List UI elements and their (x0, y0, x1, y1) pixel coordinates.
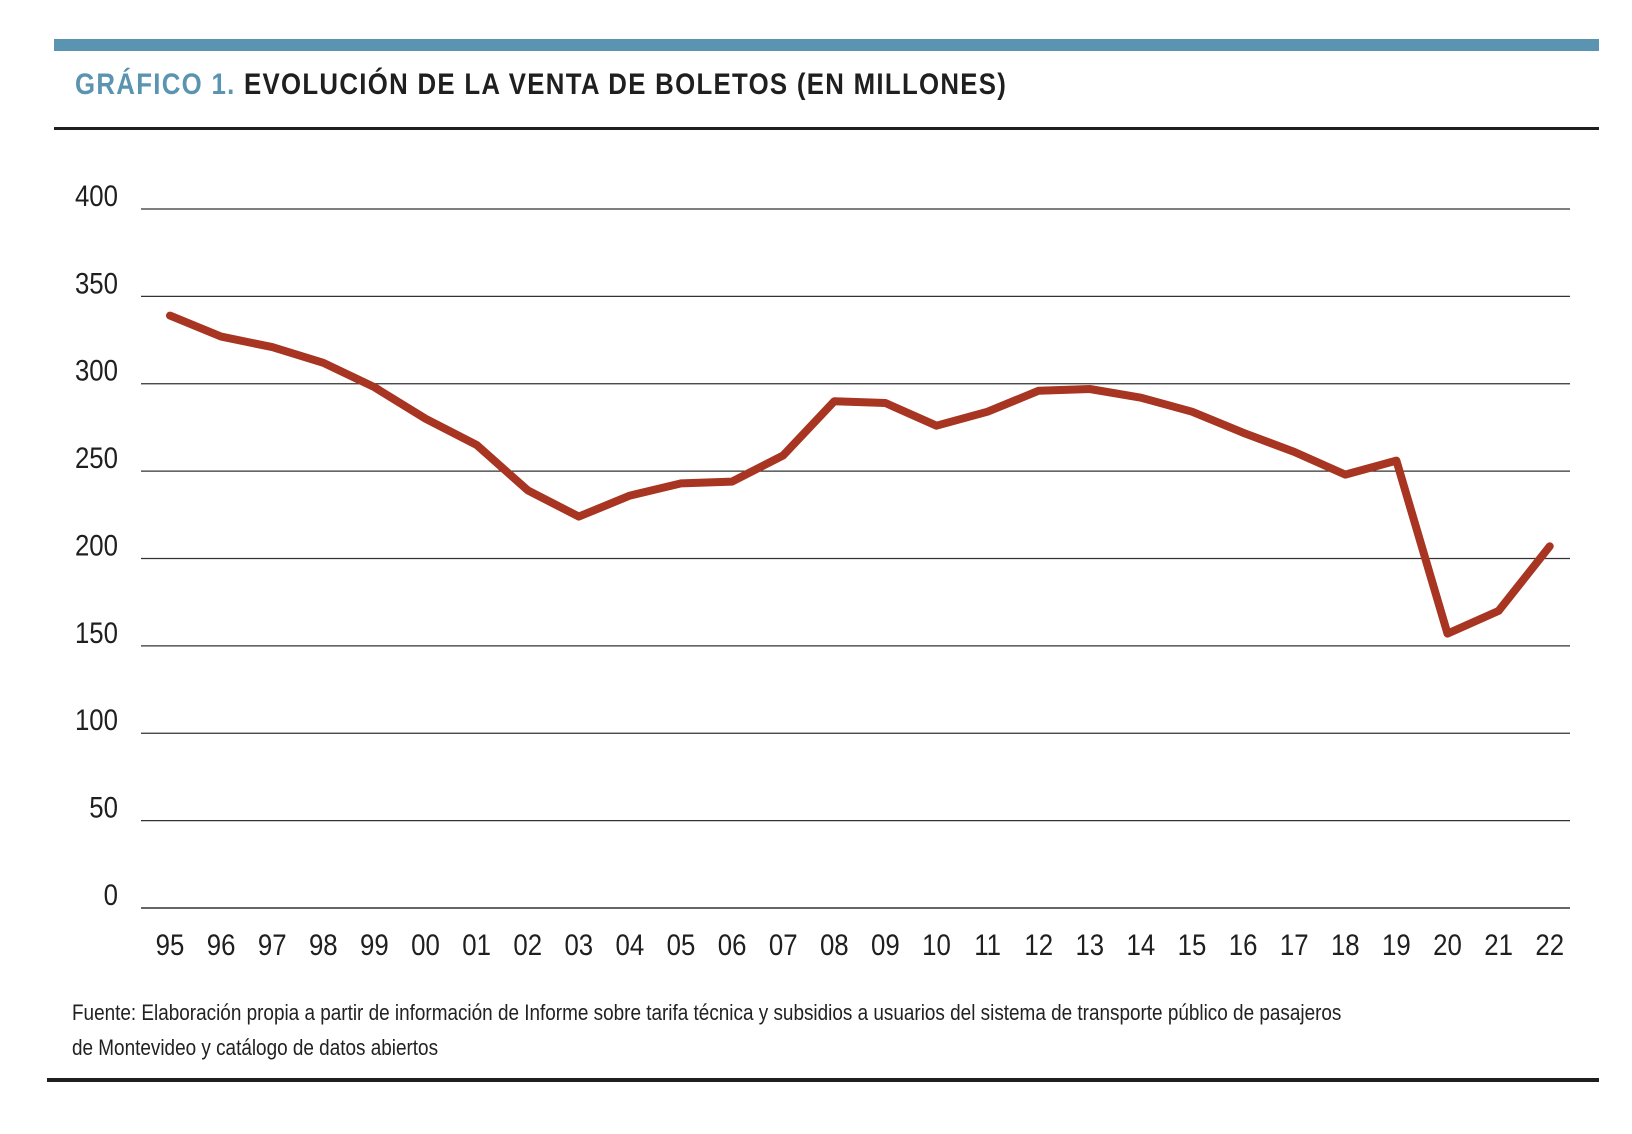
data-point (782, 454, 784, 456)
y-tick-label: 150 (75, 616, 118, 649)
x-tick-label: 17 (1280, 928, 1309, 961)
data-point (1038, 390, 1040, 392)
x-tick-label: 95 (156, 928, 185, 961)
data-point (731, 481, 733, 483)
data-point (527, 489, 529, 491)
x-tick-label: 99 (360, 928, 389, 961)
x-tick-label: 19 (1382, 928, 1411, 961)
bottom-divider (47, 1078, 1599, 1082)
x-tick-label: 05 (667, 928, 696, 961)
chart-title-main: EVOLUCIÓN DE LA VENTA DE BOLETOS (EN MIL… (244, 68, 1008, 101)
x-tick-label: 14 (1127, 928, 1156, 961)
x-tick-label: 04 (616, 928, 645, 961)
y-tick-label: 50 (89, 791, 118, 824)
x-tick-label: 22 (1535, 928, 1564, 961)
y-tick-label: 200 (75, 529, 118, 562)
data-point (1344, 474, 1346, 476)
x-tick-label: 08 (820, 928, 849, 961)
data-point (425, 418, 426, 420)
data-point (1140, 397, 1142, 399)
data-point (1549, 545, 1551, 547)
y-tick-label: 100 (75, 703, 118, 736)
x-tick-label: 13 (1075, 928, 1104, 961)
data-point (373, 386, 375, 388)
data-point (884, 402, 886, 404)
data-point (1447, 633, 1448, 635)
data-point (322, 362, 324, 364)
x-tick-label: 12 (1024, 928, 1053, 961)
data-point (680, 482, 682, 484)
x-tick-label: 20 (1433, 928, 1462, 961)
x-tick-label: 96 (207, 928, 236, 961)
source-line-1: Fuente: Elaboración propia a partir de i… (72, 1000, 1342, 1025)
x-tick-label: 06 (718, 928, 747, 961)
x-tick-label: 00 (411, 928, 440, 961)
data-point (169, 315, 171, 317)
x-tick-label: 02 (513, 928, 542, 961)
data-point (1191, 411, 1193, 413)
data-point (476, 444, 478, 446)
data-point (936, 425, 937, 427)
source-note: Fuente: Elaboración propia a partir de i… (72, 995, 1568, 1065)
x-tick-label: 21 (1484, 928, 1513, 961)
chart-title-prefix: GRÁFICO 1. (75, 68, 236, 101)
data-point (833, 400, 835, 402)
series-layer (166, 311, 1554, 638)
x-tick-label: 16 (1229, 928, 1258, 961)
data-point (1293, 451, 1295, 453)
gridlines (141, 208, 1570, 909)
data-point (1242, 432, 1244, 434)
data-point (578, 516, 580, 518)
x-tick-label: 09 (871, 928, 900, 961)
x-tick-label: 10 (922, 928, 951, 961)
chart-title: GRÁFICO 1. EVOLUCIÓN DE LA VENTA DE BOLE… (75, 68, 1007, 102)
source-line-2: de Montevideo y catálogo de datos abiert… (72, 1035, 439, 1060)
top-accent-bar (54, 39, 1599, 51)
data-point (1498, 610, 1500, 612)
y-tick-label: 0 (104, 878, 118, 911)
y-axis-ticks: 0 50 100 150 200 250 300 350 400 (75, 179, 118, 911)
y-tick-label: 250 (75, 441, 118, 474)
data-point (271, 346, 273, 348)
data-point (1395, 460, 1397, 462)
x-tick-label: 07 (769, 928, 798, 961)
data-point (1089, 388, 1091, 390)
x-tick-label: 97 (258, 928, 287, 961)
data-point (220, 336, 222, 338)
y-tick-label: 350 (75, 267, 118, 300)
y-tick-label: 400 (75, 179, 118, 212)
x-tick-label: 98 (309, 928, 338, 961)
x-tick-label: 01 (462, 928, 491, 961)
x-tick-label: 15 (1178, 928, 1207, 961)
x-tick-label: 11 (974, 928, 1001, 961)
series-line (166, 311, 1554, 638)
data-point (629, 495, 631, 497)
x-axis-ticks: 95 96 97 98 99 00 01 02 03 04 05 06 07 08 09 10 11 12 13 14… (156, 928, 1564, 961)
x-tick-label: 03 (564, 928, 593, 961)
data-point (987, 411, 989, 413)
title-divider (54, 127, 1599, 130)
x-tick-label: 18 (1331, 928, 1360, 961)
y-tick-label: 300 (75, 354, 118, 387)
